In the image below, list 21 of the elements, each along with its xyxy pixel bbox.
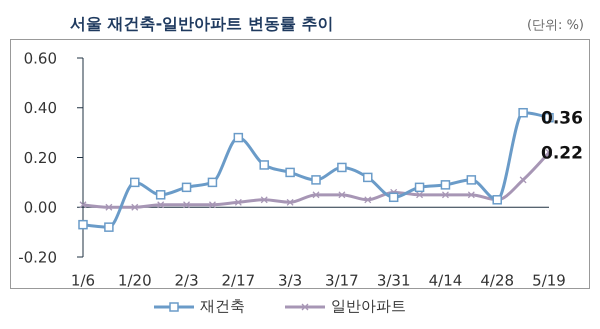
data-label: 0.22 xyxy=(541,144,583,164)
data-label: 0.36 xyxy=(541,108,583,129)
y-tick-label: 0.40 xyxy=(24,99,57,118)
text: (단위: %) xyxy=(526,17,584,34)
x-tick-label: 3/31 xyxy=(376,272,411,290)
x-tick-label: 1/20 xyxy=(118,272,152,290)
y-tick-label: 0.00 xyxy=(24,198,57,217)
x-tick-label: 2/17 xyxy=(221,272,256,290)
x-tick-label: 4/28 xyxy=(480,272,514,290)
x-tick-label: 3/17 xyxy=(325,272,359,290)
x-tick-label: 4/14 xyxy=(428,272,462,290)
x-tick-label: 3/3 xyxy=(278,272,302,290)
x-tick-label: 1/6 xyxy=(70,272,96,290)
y-tick-label: 0.20 xyxy=(24,148,57,167)
x-tick-label: 5/19 xyxy=(532,272,566,290)
y-tick-label: 0.60 xyxy=(24,49,57,68)
y-tick-label: -0.20 xyxy=(18,248,57,266)
x-tick-label: 2/3 xyxy=(174,272,199,290)
legend-label: 재건축 xyxy=(200,297,245,316)
legend-label: 일반아파트 xyxy=(331,297,406,316)
chart-title: 서울 재건축-일반아파트 변동률 추이 xyxy=(70,14,334,35)
